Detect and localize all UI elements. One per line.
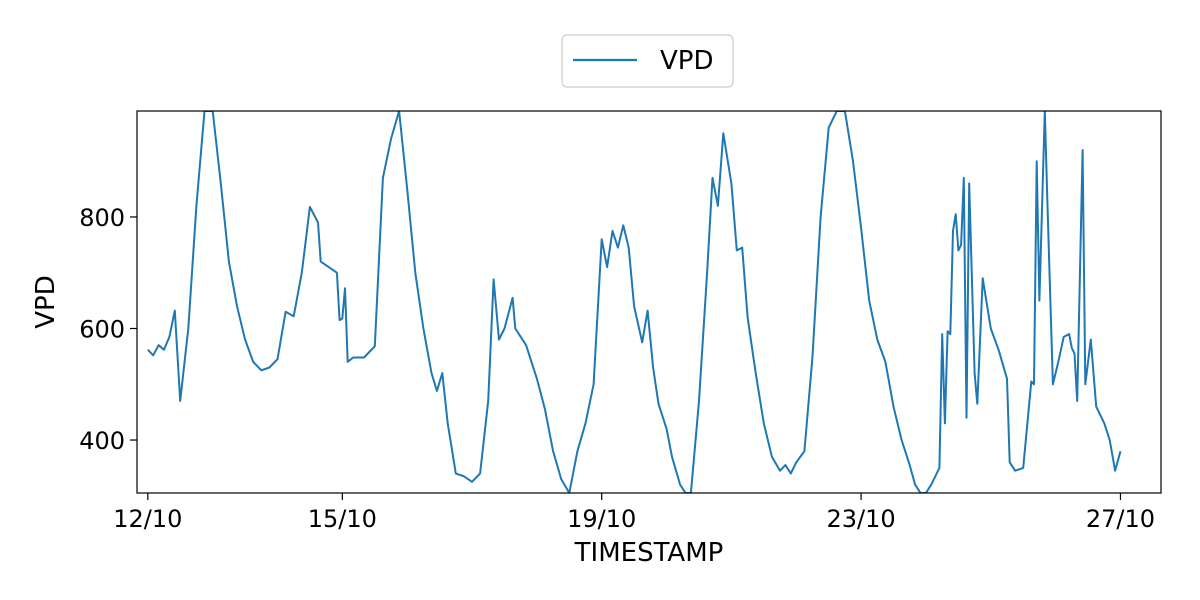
y-tick-label: 800 bbox=[79, 204, 125, 232]
x-tick-label: 12/10 bbox=[113, 505, 182, 533]
plot-frame bbox=[136, 110, 1162, 494]
legend-label-vpd: VPD bbox=[660, 46, 714, 76]
y-tick-label: 400 bbox=[79, 427, 125, 455]
x-tick-label: 19/10 bbox=[567, 505, 636, 533]
legend: VPD bbox=[561, 34, 734, 88]
series-line-vpd bbox=[147, 111, 1122, 493]
x-tick-label: 27/10 bbox=[1086, 505, 1155, 533]
legend-box bbox=[561, 34, 734, 88]
y-tick-label: 600 bbox=[79, 315, 125, 343]
x-axis-label: TIMESTAMP bbox=[574, 538, 724, 568]
x-tick-label: 23/10 bbox=[827, 505, 896, 533]
y-axis: 400 600 800 bbox=[79, 204, 137, 455]
x-axis: 12/10 15/10 19/10 23/10 27/10 bbox=[113, 493, 1155, 533]
x-tick-label: 15/10 bbox=[308, 505, 377, 533]
y-axis-label: VPD bbox=[31, 275, 61, 329]
series-layer bbox=[147, 111, 1122, 493]
